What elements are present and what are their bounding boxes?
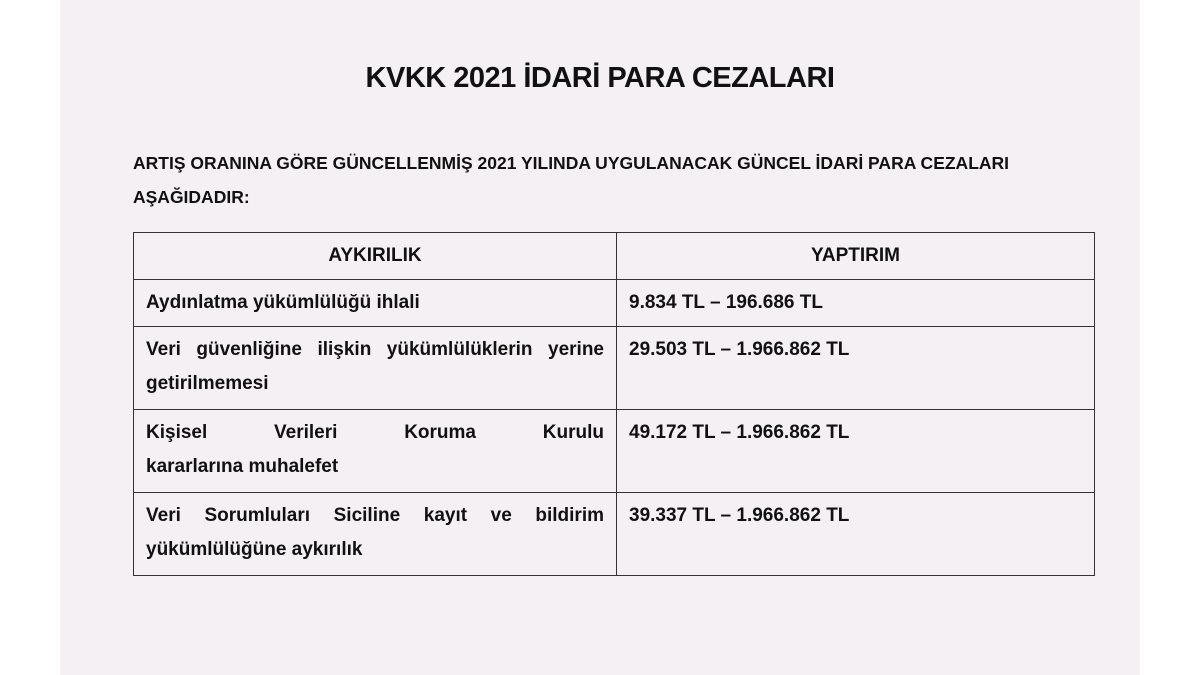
table-row: Veri güvenliğine ilişkin yükümlülüklerin… <box>133 326 1095 410</box>
table-header-row: AYKIRILIK YAPTIRIM <box>133 232 1095 280</box>
table-row: Kişisel Verileri Koruma Kurulu kararları… <box>133 409 1095 493</box>
table-row: Aydınlatma yükümlülüğü ihlali 9.834 TL –… <box>133 279 1095 327</box>
violation-cell: Kişisel Verileri Koruma Kurulu kararları… <box>133 409 617 493</box>
page-title: KVKK 2021 İDARİ PARA CEZALARI <box>365 62 835 94</box>
violation-line: Kişisel Verileri Koruma Kurulu <box>146 422 604 443</box>
penalty-cell: 49.172 TL – 1.966.862 TL <box>616 409 1095 493</box>
intro-text: ARTIŞ ORANINA GÖRE GÜNCELLENMİŞ 2021 YIL… <box>133 153 1010 207</box>
violation-line: kararlarına muhalefet <box>146 456 339 477</box>
penalty-table: AYKIRILIK YAPTIRIM Aydınlatma yükümlülüğ… <box>133 232 1095 576</box>
violation-cell: Aydınlatma yükümlülüğü ihlali <box>133 279 617 327</box>
penalty-cell: 39.337 TL – 1.966.862 TL <box>616 492 1095 576</box>
violation-cell: Veri güvenliğine ilişkin yükümlülüklerin… <box>133 326 617 410</box>
header-penalty: YAPTIRIM <box>616 232 1095 280</box>
table-row: Veri Sorumluları Siciline kayıt ve bildi… <box>133 492 1095 576</box>
penalty-cell: 9.834 TL – 196.686 TL <box>616 279 1095 327</box>
header-violation: AYKIRILIK <box>133 232 617 280</box>
violation-cell: Veri Sorumluları Siciline kayıt ve bildi… <box>133 492 617 576</box>
penalty-cell: 29.503 TL – 1.966.862 TL <box>616 326 1095 410</box>
